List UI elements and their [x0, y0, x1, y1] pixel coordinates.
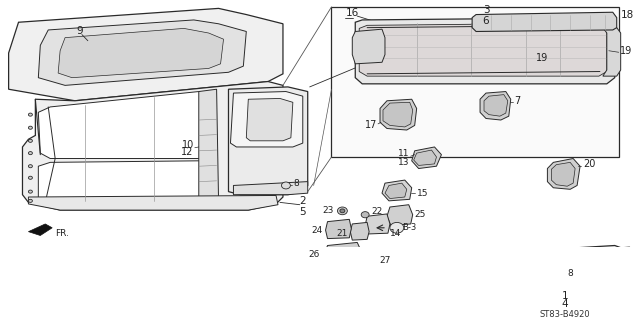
Polygon shape — [326, 219, 351, 239]
Text: 19: 19 — [620, 46, 632, 56]
Polygon shape — [229, 87, 308, 195]
Text: 23: 23 — [322, 205, 334, 215]
Text: 21: 21 — [336, 229, 347, 238]
Polygon shape — [547, 158, 580, 189]
Polygon shape — [603, 28, 620, 76]
Text: B-3: B-3 — [402, 223, 416, 232]
Text: 24: 24 — [311, 226, 322, 235]
Polygon shape — [29, 224, 52, 236]
Polygon shape — [365, 214, 390, 234]
Text: 20: 20 — [583, 159, 596, 169]
Circle shape — [340, 209, 345, 213]
Polygon shape — [58, 28, 224, 78]
Circle shape — [390, 222, 404, 233]
Circle shape — [29, 152, 32, 155]
Text: 27: 27 — [379, 256, 390, 265]
Polygon shape — [233, 182, 308, 195]
Polygon shape — [38, 161, 213, 202]
Text: ST83-B4920: ST83-B4920 — [540, 310, 590, 319]
Circle shape — [555, 272, 565, 280]
Text: 18: 18 — [620, 10, 634, 20]
Polygon shape — [38, 20, 247, 85]
Polygon shape — [359, 23, 607, 76]
Polygon shape — [329, 264, 367, 292]
Text: 2: 2 — [299, 196, 306, 206]
Polygon shape — [22, 82, 283, 210]
Text: 8: 8 — [294, 180, 299, 188]
Text: 14: 14 — [390, 229, 401, 238]
Polygon shape — [355, 18, 615, 84]
Text: 15: 15 — [417, 189, 428, 198]
Circle shape — [29, 113, 32, 116]
Polygon shape — [484, 95, 508, 116]
Polygon shape — [350, 222, 369, 240]
Text: 10: 10 — [182, 140, 194, 150]
Circle shape — [29, 139, 32, 142]
Polygon shape — [412, 147, 441, 169]
Text: 25: 25 — [415, 210, 426, 219]
Circle shape — [29, 199, 32, 202]
Text: 19: 19 — [536, 53, 548, 63]
Circle shape — [338, 207, 347, 215]
Polygon shape — [9, 8, 283, 101]
Polygon shape — [472, 12, 617, 31]
Text: 3: 3 — [483, 5, 489, 15]
Text: 7: 7 — [513, 96, 520, 106]
Polygon shape — [352, 29, 385, 64]
Polygon shape — [552, 162, 575, 186]
Polygon shape — [380, 99, 417, 130]
Polygon shape — [247, 99, 293, 141]
Text: 1: 1 — [562, 291, 569, 301]
Circle shape — [29, 165, 32, 168]
Circle shape — [29, 126, 32, 129]
Polygon shape — [383, 102, 413, 127]
Circle shape — [369, 258, 376, 264]
Text: 4: 4 — [562, 299, 569, 309]
Polygon shape — [38, 92, 213, 158]
Text: 26: 26 — [308, 250, 320, 259]
Polygon shape — [336, 245, 629, 295]
Polygon shape — [610, 247, 633, 293]
Polygon shape — [325, 243, 362, 263]
Circle shape — [29, 176, 32, 179]
Text: 8: 8 — [567, 269, 573, 278]
Text: 12: 12 — [182, 147, 194, 157]
Polygon shape — [382, 180, 412, 201]
Text: 17: 17 — [364, 120, 377, 131]
Text: 13: 13 — [398, 158, 410, 167]
Text: 16: 16 — [345, 8, 359, 18]
Circle shape — [282, 182, 290, 189]
Text: 5: 5 — [299, 207, 306, 217]
Polygon shape — [385, 183, 407, 198]
Polygon shape — [413, 150, 436, 165]
Polygon shape — [199, 89, 218, 202]
Polygon shape — [340, 251, 620, 289]
Circle shape — [29, 190, 32, 193]
Bar — [331, 7, 619, 157]
Text: 22: 22 — [371, 207, 382, 216]
Polygon shape — [231, 92, 303, 147]
Polygon shape — [29, 196, 278, 210]
Polygon shape — [480, 92, 511, 120]
Text: FR.: FR. — [55, 229, 69, 238]
Polygon shape — [387, 205, 413, 226]
Text: 6: 6 — [483, 16, 489, 26]
Circle shape — [361, 212, 369, 218]
Text: 9: 9 — [76, 27, 83, 36]
Text: 11: 11 — [398, 148, 410, 158]
